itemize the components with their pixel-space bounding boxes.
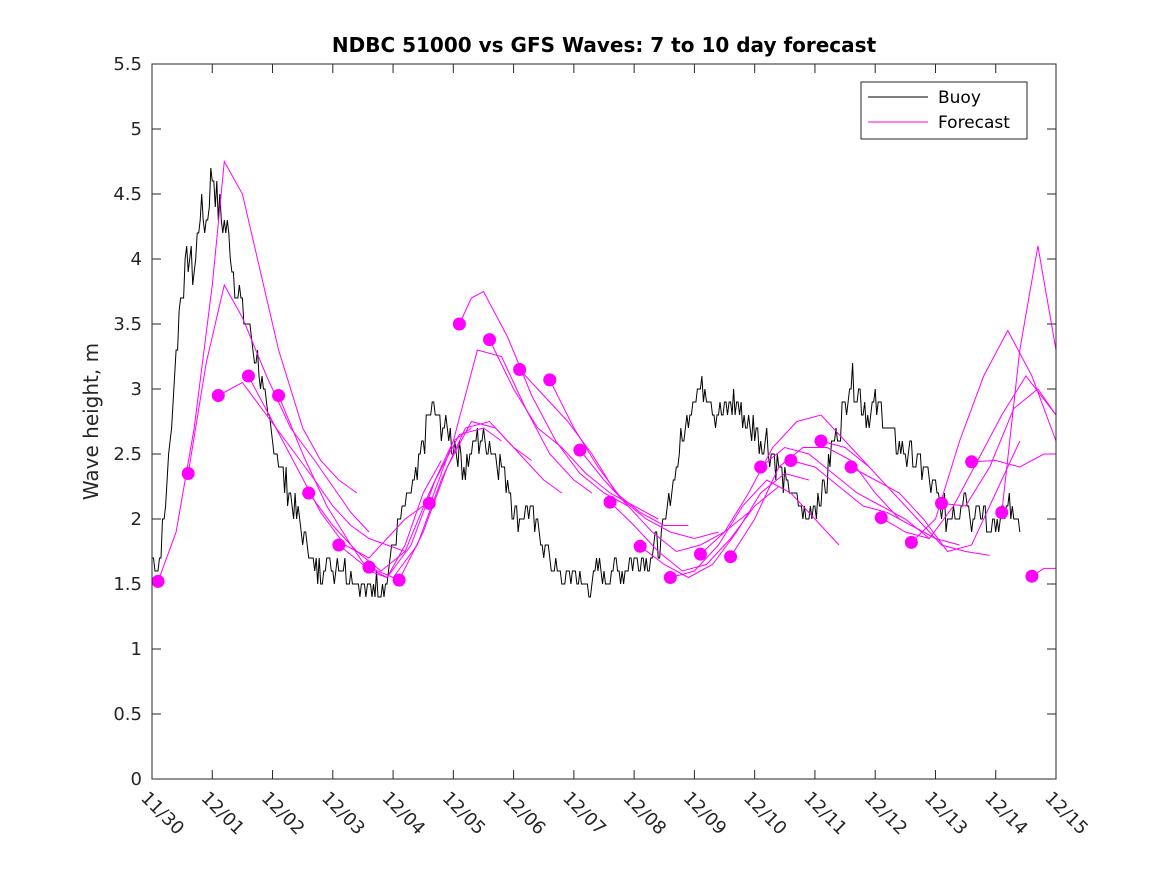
forecast-marker <box>151 574 165 588</box>
forecast-line <box>880 375 1057 540</box>
forecast-line <box>428 349 593 507</box>
forecast-series <box>157 159 1057 582</box>
forecast-marker <box>663 571 677 584</box>
forecast-marker <box>302 486 316 500</box>
forecast-marker <box>573 443 587 457</box>
buoy-series <box>152 167 1021 598</box>
y-tick-label: 3.5 <box>113 314 142 335</box>
forecast-marker <box>1025 569 1039 583</box>
y-tick-label: 1 <box>131 639 142 660</box>
plot-area <box>152 64 1056 779</box>
forecast-marker <box>241 369 255 383</box>
forecast-marker <box>452 317 466 331</box>
forecast-line <box>971 453 1056 468</box>
chart-title: NDBC 51000 vs GFS Waves: 7 to 10 day for… <box>332 33 877 57</box>
legend: Buoy Forecast <box>860 81 1028 140</box>
forecast-marker <box>181 467 195 480</box>
forecast-marker <box>362 560 376 574</box>
forecast-line <box>670 479 840 578</box>
forecast-line <box>850 440 1021 553</box>
forecast-line <box>458 290 629 507</box>
forecast-marker <box>482 333 496 347</box>
forecast-line <box>911 329 1057 543</box>
forecast-line <box>308 427 472 572</box>
y-tick-label: 4.5 <box>113 184 142 205</box>
forecast-marker <box>211 389 225 402</box>
forecast-marker <box>332 538 346 552</box>
forecast-marker <box>392 573 406 587</box>
forecast-line <box>157 159 358 582</box>
forecast-markers <box>151 317 1039 588</box>
y-tick-label: 2 <box>131 509 142 530</box>
forecast-line <box>218 381 406 552</box>
forecast-marker <box>754 460 768 474</box>
forecast-marker <box>724 550 738 564</box>
y-tick-label: 1.5 <box>113 574 142 595</box>
legend-label-forecast: Forecast <box>938 113 1010 133</box>
forecast-marker <box>422 496 436 510</box>
forecast-line <box>549 379 719 540</box>
forecast-marker <box>784 454 798 467</box>
y-tick-label: 5 <box>131 119 142 140</box>
forecast-line <box>820 440 990 556</box>
y-tick-label: 0.5 <box>113 704 142 725</box>
forecast-marker <box>543 373 557 387</box>
forecast-line <box>700 414 870 555</box>
forecast-line <box>639 472 810 579</box>
forecast-line <box>609 486 780 572</box>
y-tick-label: 3 <box>131 379 142 400</box>
forecast-line <box>1001 245 1057 513</box>
forecast-marker <box>693 547 707 561</box>
plot-frame <box>151 63 1057 780</box>
forecast-marker <box>513 363 527 376</box>
forecast-line <box>730 447 900 557</box>
forecast-line <box>398 420 563 581</box>
forecast-marker <box>874 511 888 525</box>
forecast-line <box>941 388 1057 507</box>
forecast-marker <box>965 455 979 469</box>
forecast-line <box>187 283 370 533</box>
forecast-marker <box>904 535 918 549</box>
forecast-line <box>579 449 749 553</box>
forecast-line <box>519 369 689 526</box>
forecast-marker <box>814 434 828 448</box>
y-axis-label: Wave height, m <box>79 343 103 500</box>
forecast-marker <box>934 496 948 510</box>
y-tick-label: 4 <box>131 249 142 270</box>
legend-box <box>860 81 1028 140</box>
y-tick-label: 2.5 <box>113 444 142 465</box>
forecast-line <box>760 446 930 539</box>
legend-label-buoy: Buoy <box>938 88 981 108</box>
y-tick-label: 5.5 <box>113 54 142 75</box>
buoy-line <box>152 167 1021 598</box>
forecast-marker <box>272 389 286 402</box>
y-tick-label: 0 <box>131 769 142 790</box>
forecast-marker <box>603 495 617 509</box>
forecast-marker <box>633 539 647 553</box>
forecast-marker <box>995 506 1009 519</box>
y-tick-labels: 0 0.5 1 1.5 2 2.5 3 3.5 4 4.5 5 5.5 <box>113 54 142 790</box>
forecast-marker <box>844 460 858 474</box>
